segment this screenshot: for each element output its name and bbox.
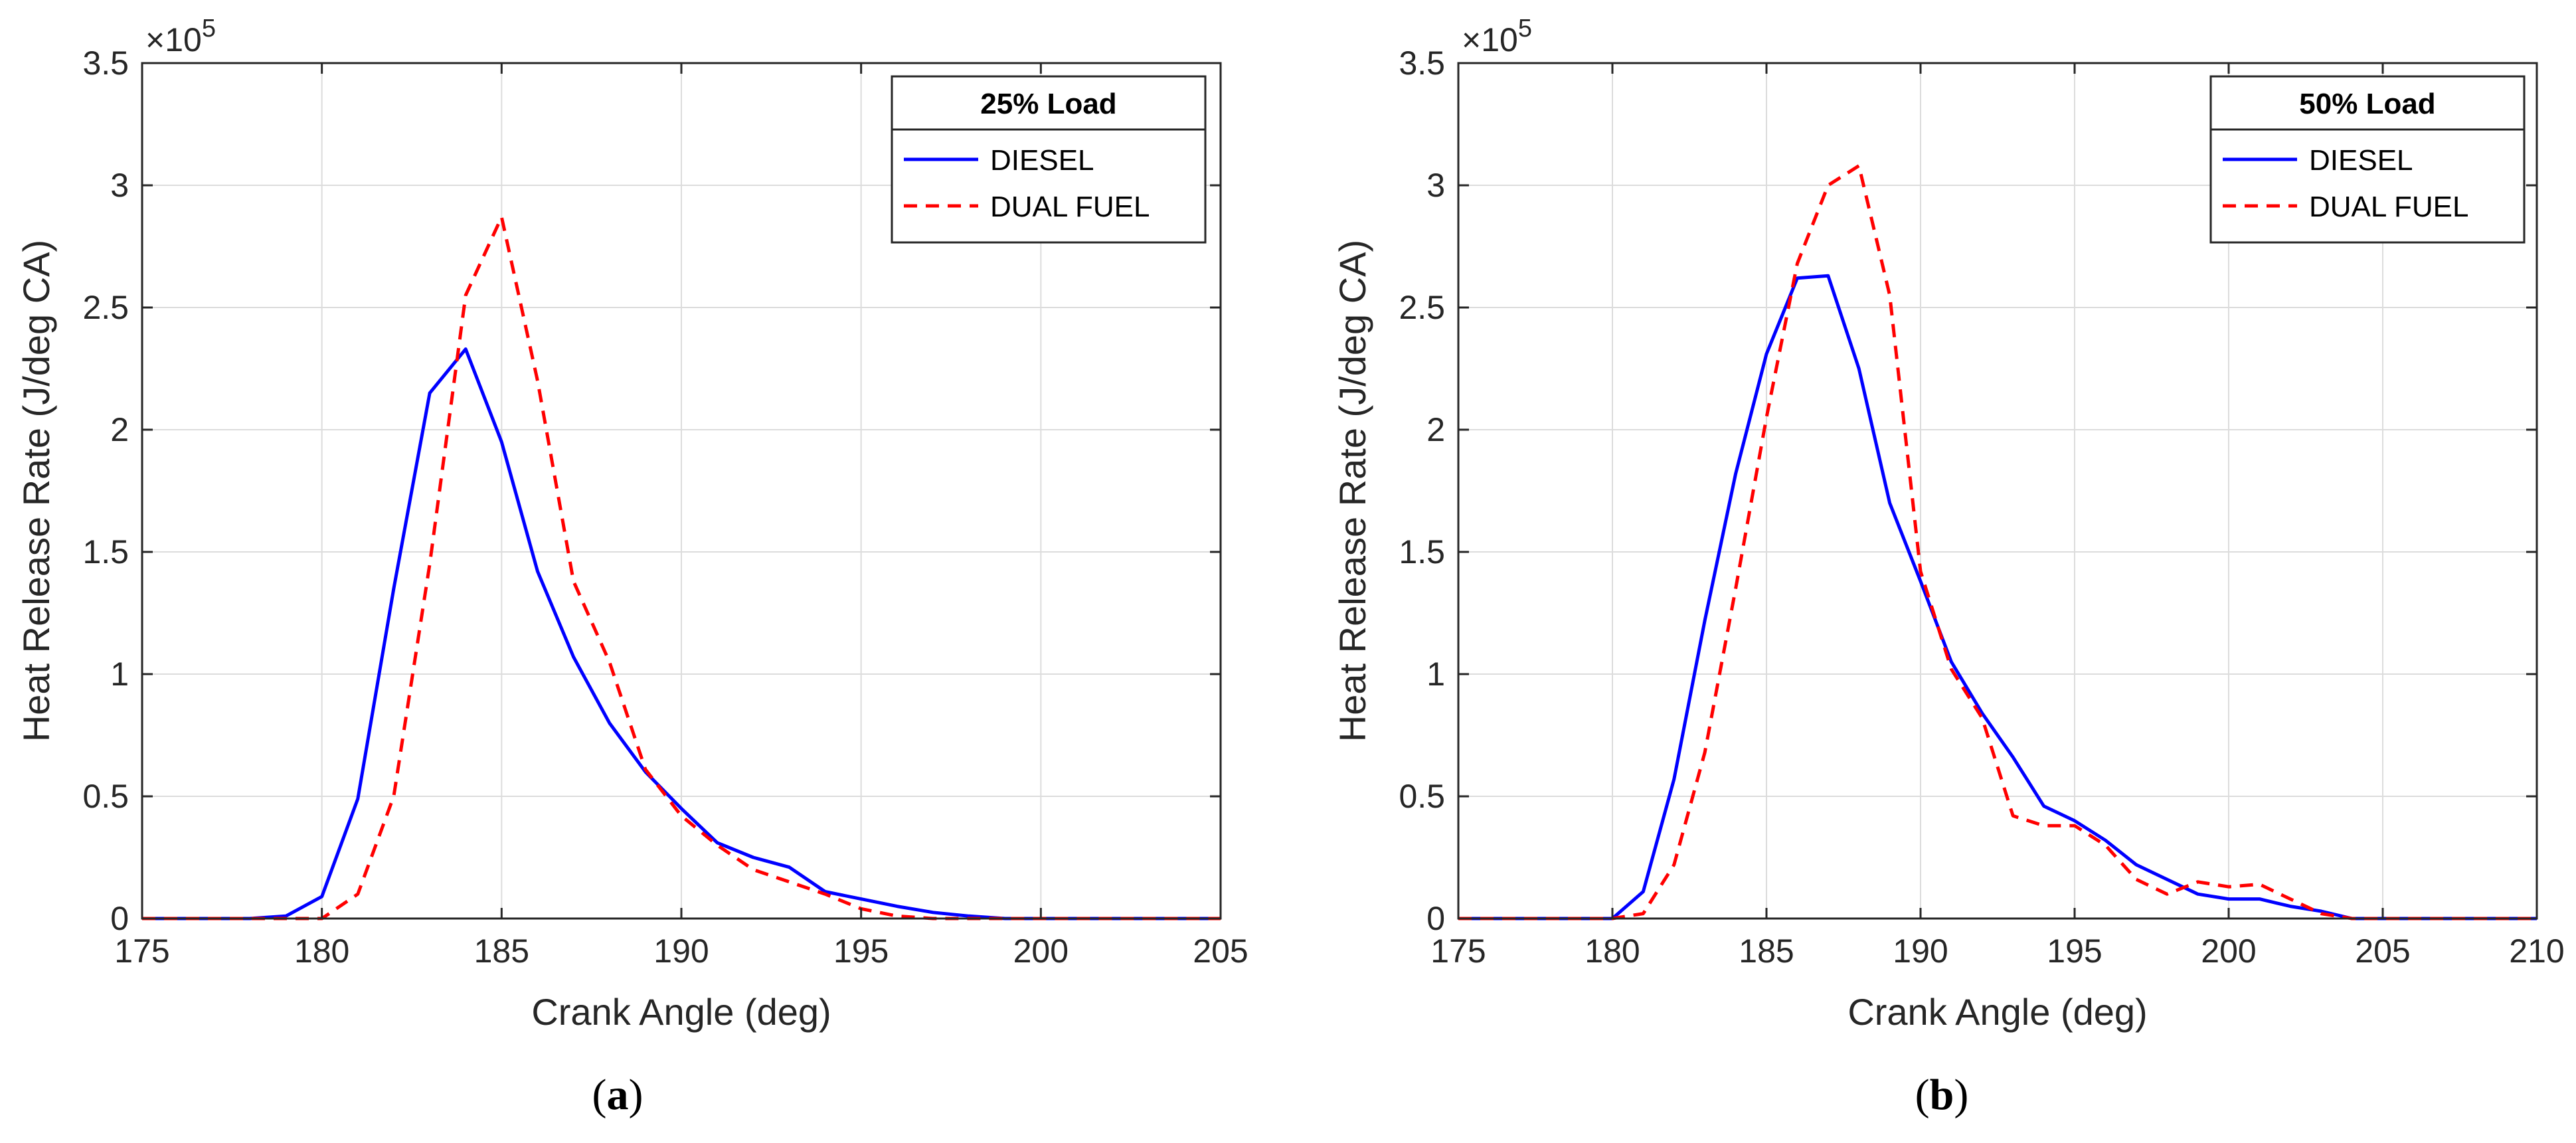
y-tick-label: 1.5 (1399, 533, 1445, 571)
y-tick-label: 3.5 (82, 44, 129, 82)
x-tick-label: 200 (1013, 932, 1069, 970)
x-tick-label: 180 (294, 932, 349, 970)
panel-label: (b) (1915, 1071, 1969, 1119)
x-tick-label: 200 (2201, 932, 2256, 970)
x-tick-label: 205 (1193, 932, 1248, 970)
panel-label: (a) (592, 1071, 644, 1119)
x-tick-label: 185 (1739, 932, 1794, 970)
y-tick-label: 2 (1426, 411, 1445, 448)
y-axis-multiplier: ×105 (145, 15, 216, 58)
y-tick-label: 0.5 (1399, 778, 1445, 815)
y-tick-label: 3.5 (1399, 44, 1445, 82)
y-tick-label: 2.5 (82, 289, 129, 326)
x-tick-label: 175 (114, 932, 169, 970)
legend-entry: DUAL FUEL (990, 191, 1150, 223)
x-tick-label: 185 (474, 932, 529, 970)
y-tick-label: 1 (1426, 656, 1445, 693)
axes-box (1457, 62, 2538, 920)
x-tick-label: 180 (1585, 932, 1640, 970)
y-axis-multiplier: ×105 (1462, 15, 1532, 58)
y-tick-label: 2.5 (1399, 289, 1445, 326)
y-tick-label: 3 (1426, 167, 1445, 204)
legend-title: 25% Load (980, 88, 1116, 120)
legend: 25% Load DIESEL DUAL FUEL (891, 75, 1207, 244)
x-axis-label: Crank Angle (deg) (531, 991, 831, 1033)
y-tick-label: 3 (110, 167, 129, 204)
x-tick-label: 210 (2509, 932, 2564, 970)
chart-panel-b: 175 180 185 190 195 200 205 210 0 0.5 1 1.5 2 2.5 3 3.5… (1331, 15, 2565, 1119)
chart-panel-a: 175 180 185 190 195 200 205 0 0.5 1 1.5 2 2.5 3 3.5 ×10… (15, 15, 1248, 1119)
legend-title: 50% Load (2299, 88, 2435, 120)
series-line-dual-fuel (1458, 164, 2537, 921)
legend-entry: DIESEL (990, 144, 1094, 177)
legend: 50% Load DIESEL DUAL FUEL (2209, 75, 2526, 244)
y-tick-label: 0.5 (82, 778, 129, 815)
x-tick-label: 205 (2355, 932, 2410, 970)
y-tick-label: 2 (110, 411, 129, 448)
legend-entry: DIESEL (2309, 144, 2413, 177)
y-tick-label: 1 (110, 656, 129, 693)
legend-entry: DUAL FUEL (2309, 191, 2468, 223)
x-axis-label: Crank Angle (deg) (1847, 991, 2147, 1033)
y-tick-label: 0 (1426, 900, 1445, 937)
y-axis-label: Heat Release Rate (J/deg CA) (1331, 240, 1373, 742)
x-tick-label: 175 (1430, 932, 1486, 970)
y-axis-label: Heat Release Rate (J/deg CA) (15, 240, 57, 742)
y-tick-label: 0 (110, 900, 129, 937)
x-tick-label: 190 (653, 932, 709, 970)
x-tick-label: 195 (833, 932, 889, 970)
x-tick-label: 190 (1893, 932, 1948, 970)
y-tick-label: 1.5 (82, 533, 129, 571)
x-tick-label: 195 (2047, 932, 2102, 970)
